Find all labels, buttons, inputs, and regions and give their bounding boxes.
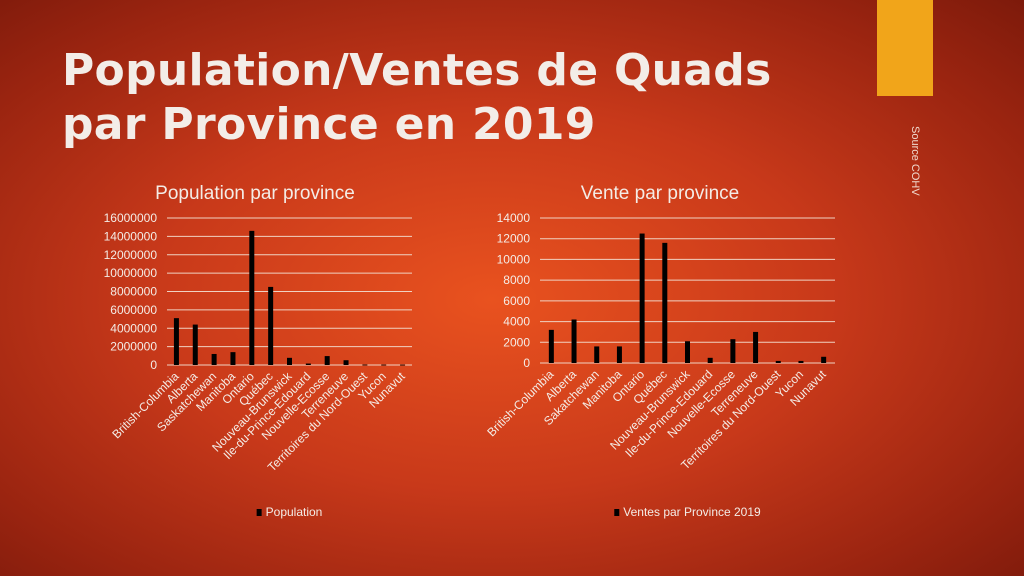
bar (753, 331, 759, 363)
population-chart: Population par province 0 2000000 4000000 60… (104, 183, 412, 519)
bar (730, 339, 736, 363)
legend-label: Ventes par Province 2019 (623, 505, 761, 519)
chart-title: Vente par province (581, 183, 739, 204)
bar (324, 356, 330, 365)
legend: Population (256, 505, 323, 519)
bar (662, 242, 668, 363)
legend: Ventes par Province 2019 (614, 505, 761, 519)
slide-title: Population/Ventes de Quads par Province … (62, 45, 772, 150)
bar (685, 341, 690, 363)
x-tick-label: British-Columbia (484, 367, 556, 439)
bar (362, 364, 368, 366)
bar (594, 346, 600, 363)
bar (287, 357, 292, 365)
sales-chart: Vente par province 0 2000 4000 6000 8000 10000… (484, 183, 835, 519)
y-tick-label: 6000000 (110, 303, 157, 317)
y-tick-label: 2000 (503, 335, 530, 349)
bar (381, 364, 387, 366)
y-tick-label: 12000000 (104, 248, 158, 262)
y-tick-label: 8000 (503, 273, 530, 287)
x-tick-label: British-Columbia (109, 369, 181, 441)
y-tick-label: 10000 (497, 252, 531, 266)
source-note: Source COHV (909, 126, 921, 196)
bar (639, 233, 645, 363)
y-tick-label: 4000000 (110, 321, 157, 335)
bar (192, 324, 198, 365)
y-tick-label: 2000000 (110, 340, 157, 354)
bar (707, 357, 713, 363)
y-tick-label: 4000 (503, 315, 530, 329)
bar (230, 352, 236, 365)
y-tick-label: 16000000 (104, 211, 158, 225)
y-tick-label: 12000 (497, 232, 531, 246)
bar (798, 360, 804, 363)
bar (343, 360, 349, 365)
legend-label: Population (266, 505, 323, 519)
legend-swatch (256, 509, 262, 516)
y-tick-label: 6000 (503, 294, 530, 308)
bar (548, 329, 554, 363)
y-tick-label: 8000000 (110, 285, 157, 299)
y-tick-label: 10000000 (104, 266, 158, 280)
legend-swatch (614, 509, 620, 516)
bar (400, 364, 406, 366)
y-tick-label: 0 (150, 358, 157, 372)
bar (616, 346, 622, 363)
bar (571, 319, 577, 363)
bar (173, 318, 179, 365)
bar (211, 353, 217, 365)
bar (821, 356, 827, 363)
y-tick-label: 14000 (497, 211, 531, 225)
bar (249, 230, 255, 365)
bar (268, 286, 274, 365)
bar (305, 363, 311, 365)
y-tick-label: 0 (523, 356, 530, 370)
chart-title: Population par province (155, 183, 355, 204)
y-tick-label: 14000000 (104, 229, 158, 243)
bar (775, 360, 781, 363)
accent-bar (877, 0, 933, 96)
